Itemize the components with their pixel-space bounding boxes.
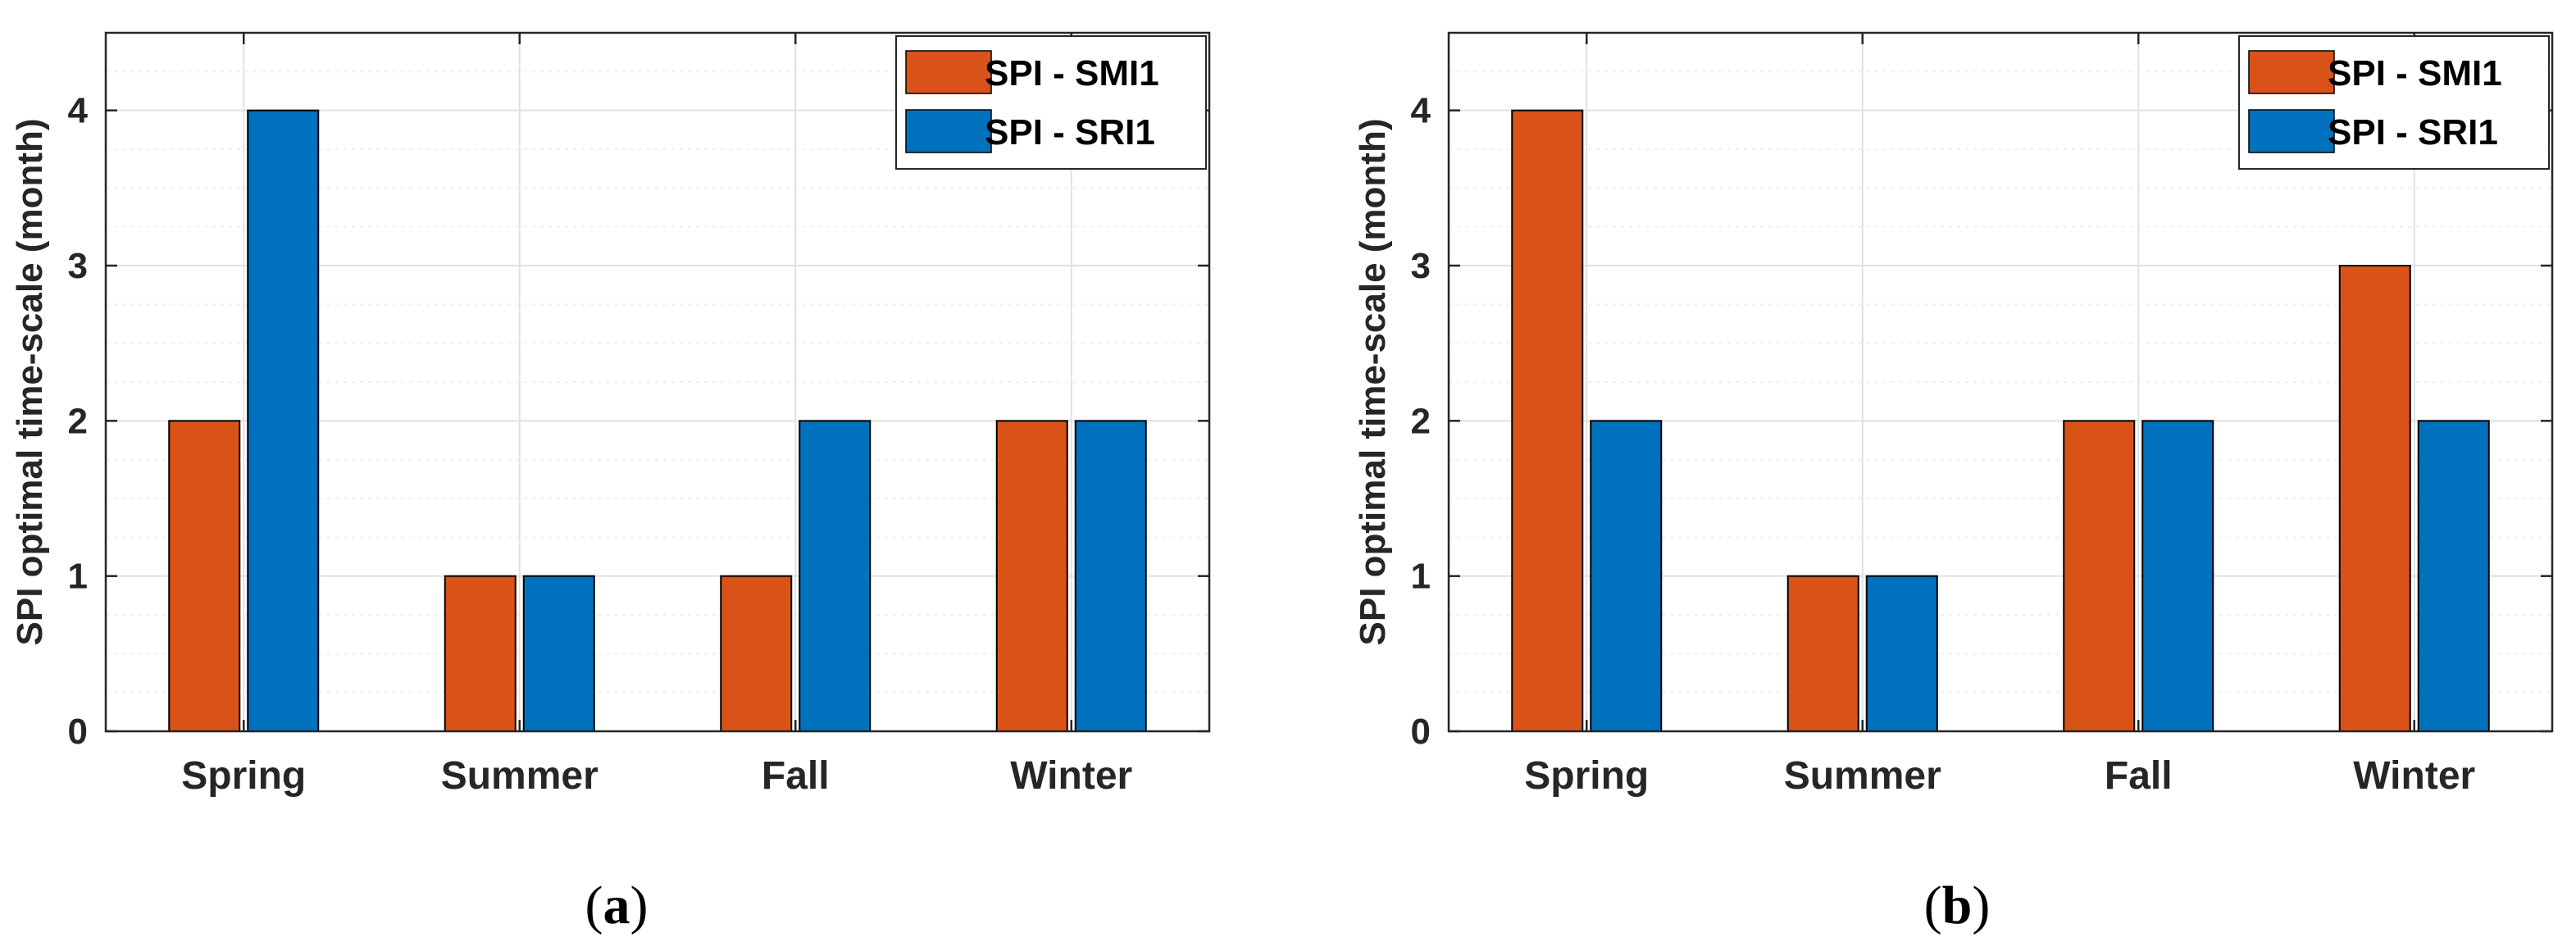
bar [247, 109, 320, 732]
axes-box [1447, 31, 2554, 733]
bar [995, 420, 1068, 732]
y-tick-label: 1 [68, 557, 88, 597]
x-tick-label: Winter [1010, 754, 1132, 798]
y-tick-label: 0 [1411, 712, 1431, 752]
panel-caption-letter: b [1942, 876, 1973, 935]
bar [1786, 575, 1859, 733]
y-tick-label: 4 [1411, 91, 1431, 131]
legend-swatch [2248, 109, 2335, 153]
y-tick-label: 2 [1411, 401, 1431, 441]
bar [799, 420, 872, 732]
x-tick-label: Summer [1784, 754, 1941, 798]
x-tick-label: Fall [762, 754, 830, 798]
legend-label: SPI - SRI1 [985, 112, 1155, 152]
x-tick-label: Fall [2105, 754, 2173, 798]
legend-swatch [2248, 50, 2335, 94]
legend-label: SPI - SMI1 [985, 53, 1159, 93]
bar [2063, 420, 2136, 732]
chart-panel-b: 0 1 2 3 4 Spring Summer Fall Winter SPI optimal t… [1353, 31, 2554, 935]
y-tick-label: 1 [1411, 557, 1431, 597]
y-tick-label: 4 [68, 91, 89, 131]
panel-caption-letter: a [603, 876, 630, 935]
bar [522, 575, 595, 733]
y-tick-label: 0 [68, 712, 88, 752]
bar [1511, 109, 1584, 732]
bar [2417, 420, 2490, 732]
legend-label: SPI - SMI1 [2328, 53, 2502, 93]
bar [444, 575, 517, 733]
bar [168, 420, 241, 732]
legend-swatch [905, 109, 992, 153]
panel-caption: (a) [585, 876, 649, 935]
legend-swatch [905, 50, 992, 94]
x-tick-label: Spring [181, 754, 306, 798]
y-tick-label: 2 [68, 401, 88, 441]
legend-label: SPI - SRI1 [2328, 112, 2498, 152]
bar [1865, 575, 1938, 733]
bar [720, 575, 793, 733]
chart-panel-a: 0 1 2 3 4 Spring Summer Fall Winter SPI optimal t… [10, 31, 1211, 935]
x-tick-label: Summer [441, 754, 598, 798]
panel-caption: (b) [1924, 876, 1991, 935]
y-axis-label: SPI optimal time-scale (month) [1353, 119, 1393, 646]
x-tick-label: Winter [2353, 754, 2475, 798]
bar [1590, 420, 1663, 732]
y-tick-label: 3 [68, 246, 88, 286]
bar [1074, 420, 1147, 732]
bar [2338, 265, 2411, 732]
axes-box [104, 31, 1211, 733]
x-tick-label: Spring [1524, 754, 1649, 798]
y-tick-label: 3 [1411, 246, 1431, 286]
y-axis-label: SPI optimal time-scale (month) [10, 119, 50, 646]
bar [2141, 420, 2214, 732]
